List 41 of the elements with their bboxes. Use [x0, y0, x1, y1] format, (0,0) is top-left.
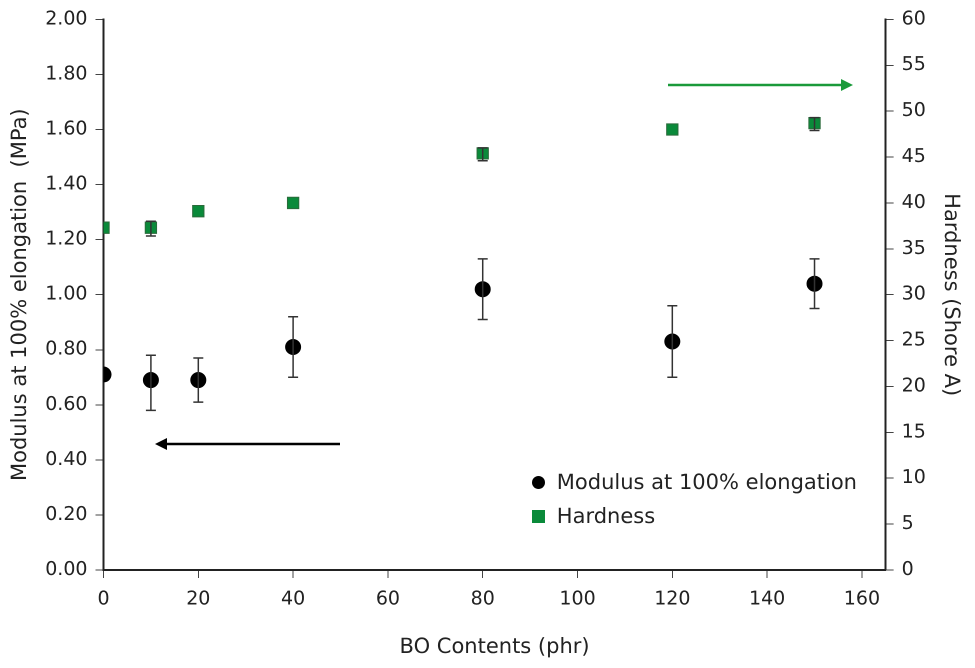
legend-label: Modulus at 100% elongation: [556, 470, 857, 494]
x-tick-label: 20: [186, 587, 210, 610]
y2-tick-label: 55: [902, 53, 926, 76]
y-tick-label: 1.80: [45, 62, 88, 84]
y2-tick-label: 20: [902, 374, 926, 396]
y-tick-label: 2.00: [45, 7, 88, 30]
x-tick-label: 140: [748, 587, 786, 610]
y-tick-label: 1.00: [45, 282, 88, 305]
y-tick-label: 1.60: [45, 117, 88, 140]
point: [192, 205, 204, 218]
y2-tick-label: 50: [902, 99, 926, 122]
y2-tick-label: 0: [902, 558, 914, 580]
y-tick-label: 1.20: [45, 228, 88, 250]
x-axis-title: BO Contents (phr): [400, 634, 590, 658]
y2-tick-label: 5: [902, 512, 914, 534]
point: [286, 196, 300, 210]
y2-tick-label: 10: [902, 466, 926, 488]
y2-tick-label: 30: [902, 282, 926, 305]
y-axis-title: Modulus at 100% elongation (MPa): [7, 108, 32, 482]
x-tick-label: 160: [844, 587, 880, 610]
x-tick-label: 40: [281, 587, 306, 610]
x-tick-label: 100: [559, 587, 596, 610]
y2-tick-label: 15: [902, 420, 926, 442]
x-tick-label: 80: [470, 587, 495, 610]
y2-tick-label: 45: [902, 144, 926, 167]
y-tick-label: 0.40: [45, 448, 88, 470]
y-tick-label: 0.00: [45, 558, 88, 580]
y-tick-label: 0.80: [45, 338, 88, 360]
y2-tick-label: 60: [902, 7, 926, 30]
x-tick-label: 120: [654, 587, 690, 610]
y-tick-label: 0.20: [45, 502, 88, 525]
x-tick-label: 60: [376, 587, 400, 610]
y-tick-label: 1.40: [45, 172, 88, 195]
x-tick-label: 0: [97, 587, 110, 610]
y2-tick-label: 35: [902, 236, 926, 259]
y2-axis-title: Hardness (Shore A): [940, 193, 964, 396]
y2-tick-label: 40: [902, 190, 926, 213]
legend-label: Hardness: [556, 504, 656, 528]
y-tick-label: 0.60: [45, 392, 88, 415]
y2-tick-label: 25: [902, 328, 926, 351]
point: [666, 123, 678, 136]
